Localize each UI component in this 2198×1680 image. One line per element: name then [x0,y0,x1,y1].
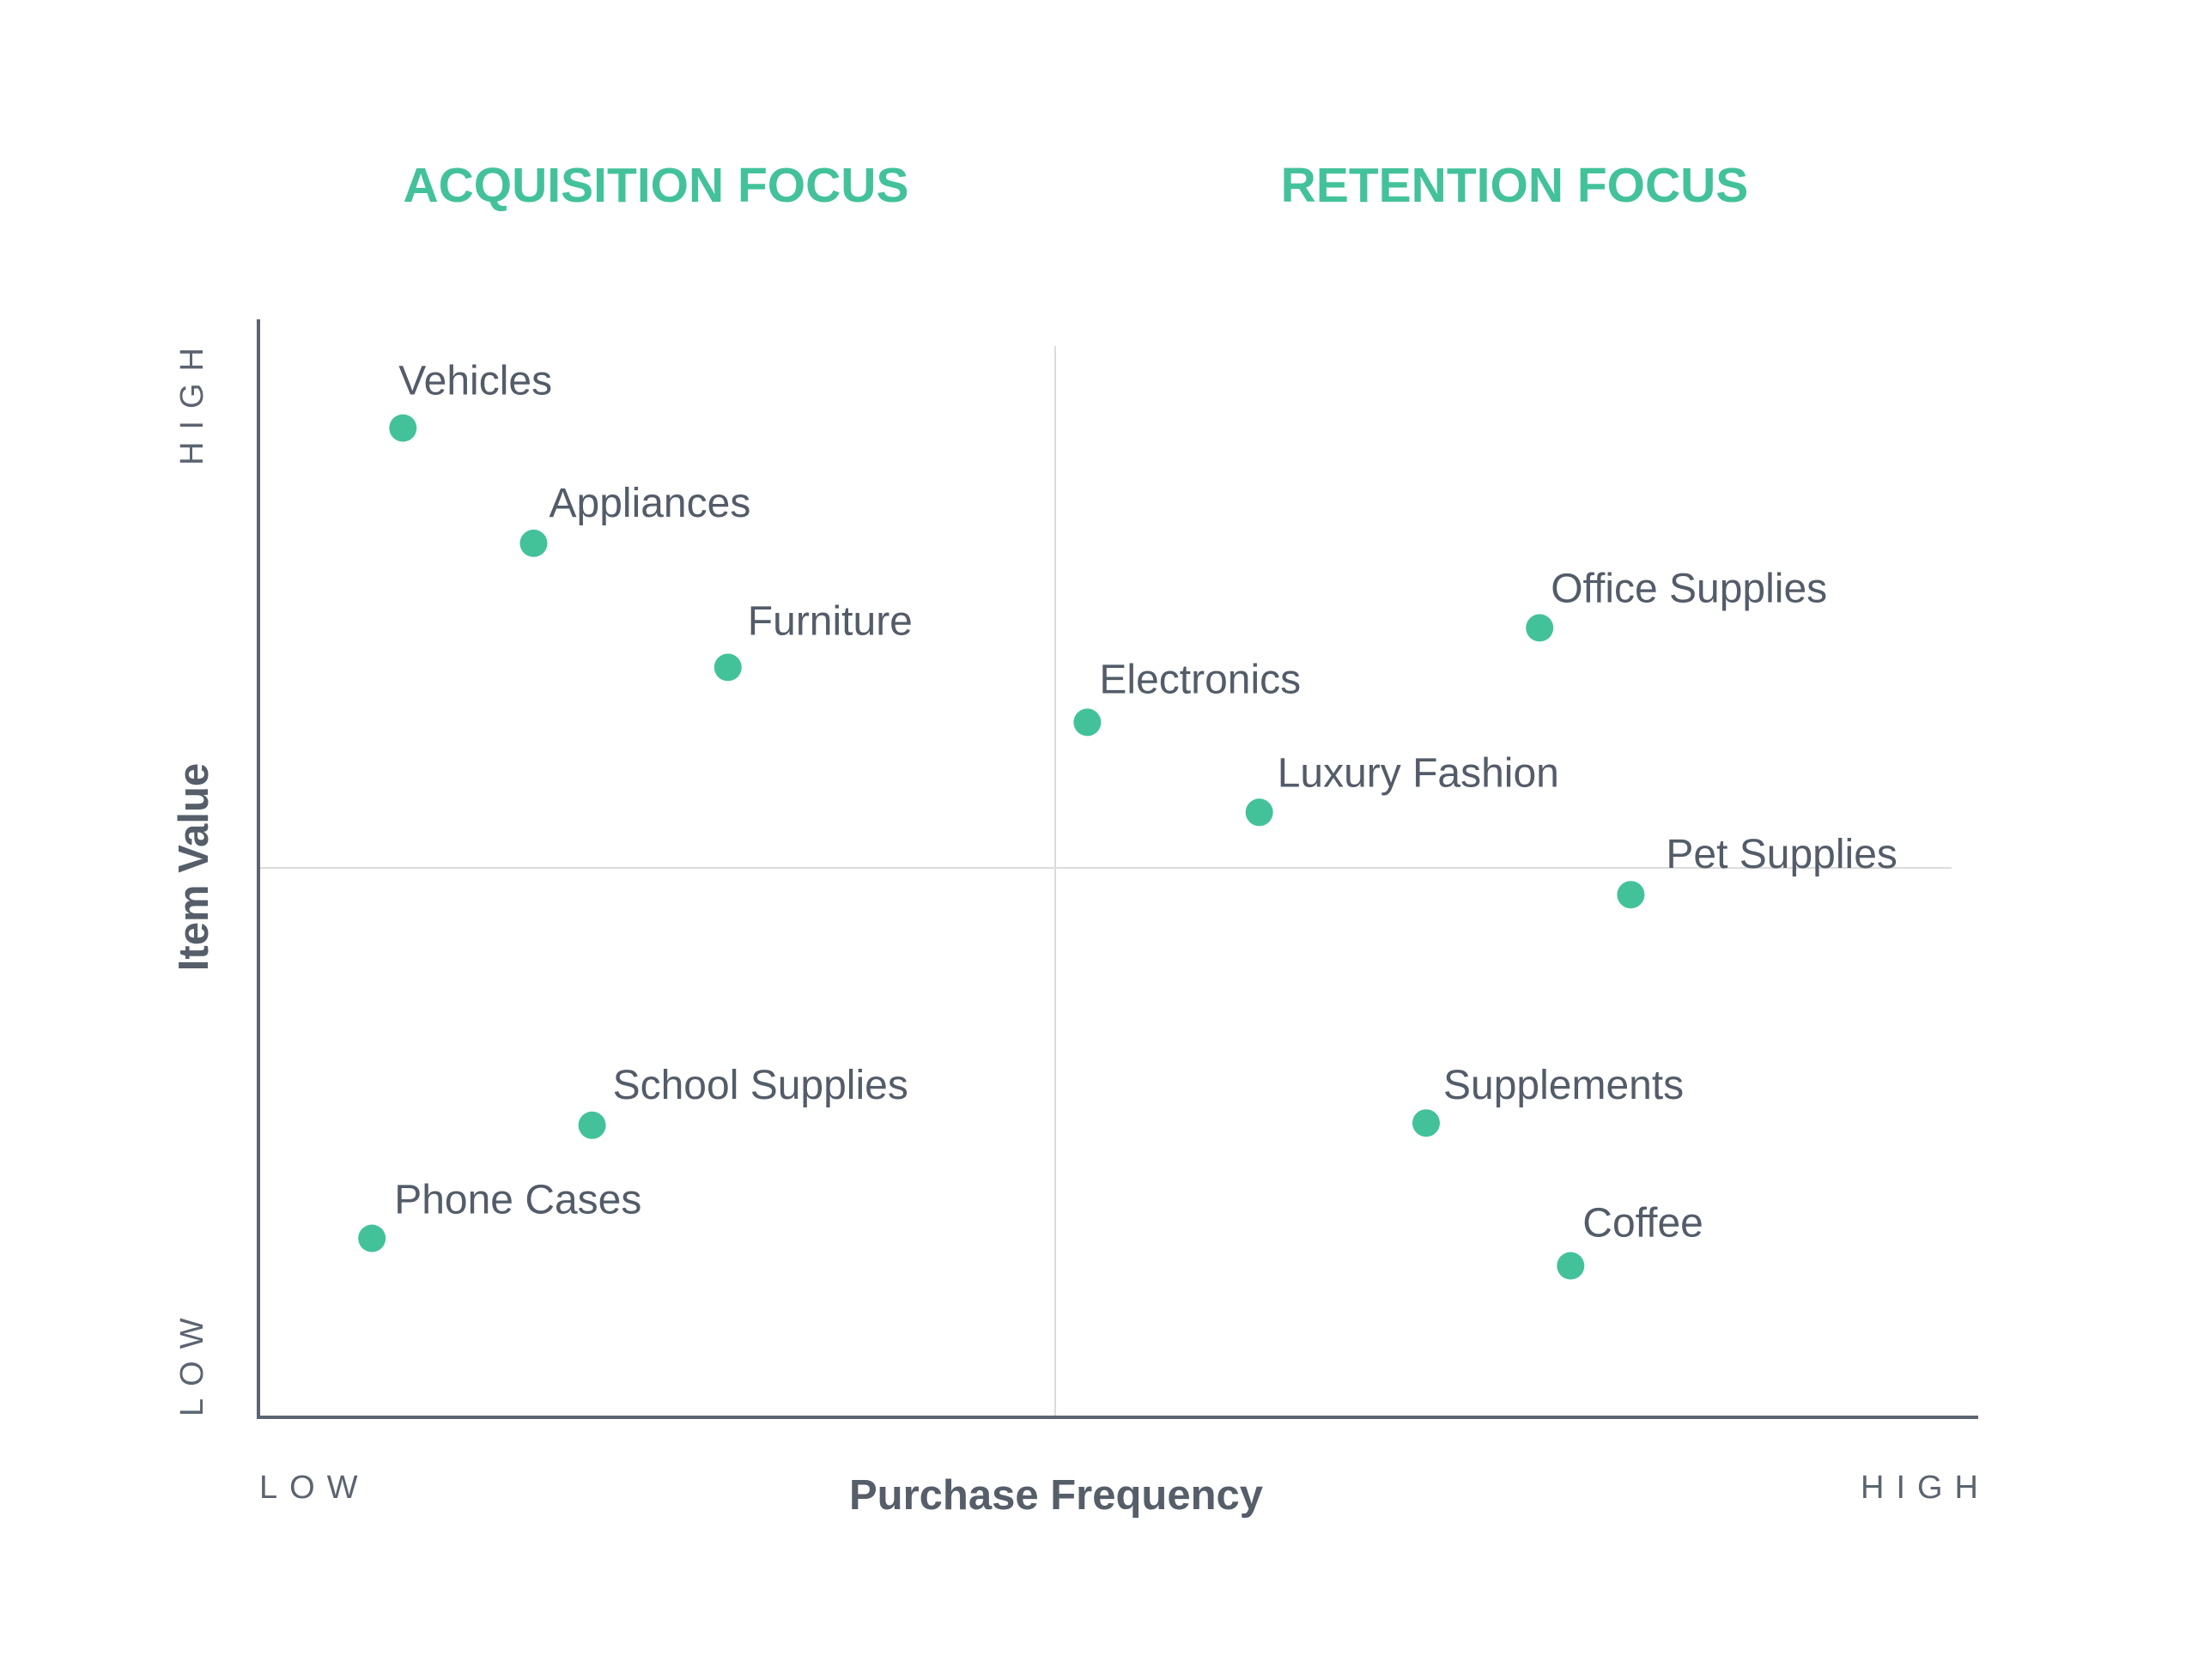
data-point-label: Luxury Fashion [1278,750,1559,796]
data-point: Electronics [1073,657,1301,737]
data-point-marker-icon [578,1111,606,1139]
y-axis-title: Item Value [171,763,217,971]
y-axis-high-label: HIGH [174,336,210,465]
data-point-marker-icon [389,414,417,442]
quadrant-title-acquisition: ACQUISITION FOCUS [403,158,908,213]
data-point-marker-icon [1617,881,1645,909]
data-point: Office Supplies [1526,566,1827,642]
data-point-marker-icon [1526,614,1554,642]
x-axis-high-label: HIGH [1861,1470,1990,1506]
data-point-marker-icon [713,653,742,682]
data-point-label: Coffee [1582,1201,1703,1246]
data-point-label: Phone Cases [394,1178,641,1223]
y-axis-low-label: LOW [174,1306,210,1416]
data-point: Pet Supplies [1617,832,1897,909]
data-point: Appliances [519,481,751,557]
data-point-marker-icon [358,1224,386,1252]
data-point-label: Furniture [748,598,913,644]
data-point-marker-icon [519,529,548,557]
data-point-marker-icon [1412,1109,1440,1137]
x-axis-low-label: LOW [259,1470,370,1506]
data-point-label: School Supplies [613,1063,908,1108]
data-points: Vehicles Appliances Furniture Electronics Lu… [358,359,1897,1280]
data-point: Coffee [1557,1201,1703,1280]
data-point: Supplements [1412,1063,1684,1137]
data-point-label: Electronics [1099,657,1301,702]
data-point-marker-icon [1073,708,1102,737]
data-point: Furniture [713,598,913,682]
data-point-label: Office Supplies [1551,566,1827,611]
quadrant-title-retention: RETENTION FOCUS [1281,158,1749,213]
data-point-marker-icon [1557,1252,1585,1280]
data-point-marker-icon [1245,798,1273,827]
data-point-label: Vehicles [398,359,552,404]
data-point: Phone Cases [358,1178,641,1252]
x-axis-title: Purchase Frequency [849,1472,1263,1519]
data-point: School Supplies [578,1063,908,1139]
data-point: Luxury Fashion [1245,750,1559,827]
data-point-label: Appliances [550,481,751,526]
data-point-label: Supplements [1443,1063,1684,1108]
data-point-label: Pet Supplies [1666,832,1897,877]
data-point: Vehicles [389,359,552,442]
